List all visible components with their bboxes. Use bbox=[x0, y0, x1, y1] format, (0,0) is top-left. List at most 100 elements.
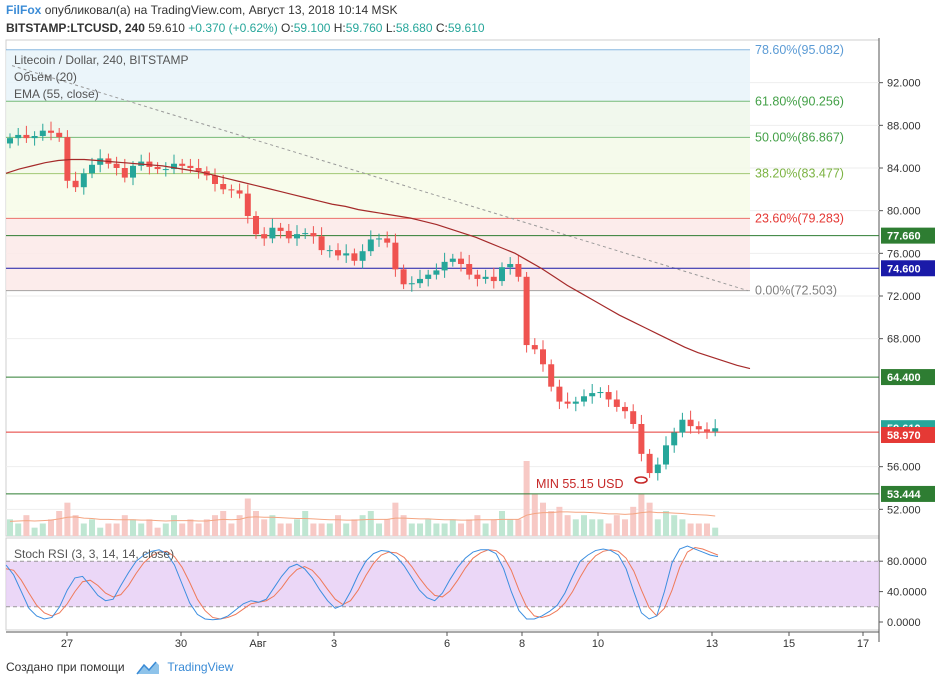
level-tag bbox=[881, 260, 935, 277]
candle-body bbox=[236, 190, 243, 194]
volume-bar bbox=[482, 523, 489, 536]
min-annotation: MIN 55.15 USD bbox=[536, 477, 624, 491]
tradingview-link[interactable]: TradingView bbox=[167, 660, 234, 675]
candle-body bbox=[48, 130, 54, 133]
price-scale: 92.000 88.000 84.000 80.000 76.000 72.000 68.0… bbox=[879, 78, 935, 516]
fib-label: 23.60%(79.283) bbox=[755, 211, 844, 225]
candle-body bbox=[23, 134, 30, 139]
candle-body bbox=[458, 258, 464, 264]
volume-bar bbox=[605, 523, 612, 536]
level-tag bbox=[881, 485, 935, 502]
candle-body bbox=[220, 184, 227, 190]
author-name[interactable]: FilFox bbox=[6, 3, 42, 17]
candle-body bbox=[646, 453, 653, 474]
ohlc-bar: BITSTAMP:LTCUSD, 240 59.610 +0.370 (+0.6… bbox=[6, 21, 485, 35]
stoch-band bbox=[6, 561, 879, 607]
volume-bar bbox=[285, 523, 292, 536]
volume-bar bbox=[162, 523, 169, 536]
volume-bar bbox=[712, 527, 719, 536]
candle-body bbox=[359, 251, 366, 261]
volume-bar bbox=[359, 515, 366, 536]
candle-body bbox=[425, 274, 432, 279]
volume-bar bbox=[146, 519, 153, 536]
volume-bar bbox=[326, 523, 333, 536]
candle-body bbox=[351, 253, 358, 261]
x-tick-label: 30 bbox=[175, 638, 187, 650]
candle-body bbox=[695, 426, 702, 430]
candle-body bbox=[343, 253, 350, 256]
fib-zone bbox=[6, 173, 750, 219]
candle-body bbox=[56, 132, 63, 138]
volume-bar bbox=[130, 519, 136, 536]
price-chart[interactable]: 78.60%(95.082) 61.80%(90.256) 50.00%(86.86… bbox=[0, 38, 939, 658]
volume-bar bbox=[277, 523, 284, 536]
volume-bar bbox=[179, 523, 186, 536]
candle-body bbox=[548, 364, 555, 387]
candle-body bbox=[171, 163, 177, 170]
candle-body bbox=[531, 345, 538, 350]
volume-bar bbox=[384, 519, 391, 536]
stoch-tick-label: 80.0000 bbox=[887, 556, 927, 568]
volume-bar bbox=[638, 494, 645, 536]
legend-volume: Объём (20) bbox=[14, 70, 77, 84]
candle-body bbox=[523, 276, 530, 346]
candle-body bbox=[605, 392, 612, 400]
volume-bar bbox=[572, 519, 579, 536]
volume-bar bbox=[228, 523, 235, 536]
level-tag bbox=[881, 227, 935, 244]
candle-body bbox=[597, 392, 604, 394]
candle-body bbox=[195, 168, 202, 172]
candle-body bbox=[187, 165, 194, 168]
time-axis: 27 30 Авг 3 6 8 10 13 15 17 bbox=[6, 631, 879, 650]
volume-bar bbox=[23, 515, 30, 536]
candle-body bbox=[294, 234, 300, 239]
volume-bar bbox=[72, 515, 79, 536]
volume-bar bbox=[654, 519, 661, 536]
tradingview-logo-icon[interactable] bbox=[136, 660, 160, 676]
candle-body bbox=[499, 267, 505, 282]
volume-bar bbox=[294, 519, 300, 536]
volume-bar bbox=[15, 523, 22, 536]
volume-bar bbox=[449, 519, 456, 536]
x-tick-label: 15 bbox=[783, 638, 795, 650]
volume-bar bbox=[138, 523, 145, 536]
volume-bar bbox=[581, 515, 587, 536]
candle-body bbox=[318, 236, 325, 251]
candle-body bbox=[449, 258, 456, 262]
y-tick-label: 56.000 bbox=[887, 462, 921, 474]
candle-body bbox=[564, 401, 571, 404]
candle-body bbox=[212, 175, 218, 184]
legend-title: Litecoin / Dollar, 240, BITSTAMP bbox=[14, 53, 189, 67]
overlay-lines bbox=[5, 158, 751, 370]
stoch-rsi-pane: 80.0000 40.0000 0.0000 bbox=[5, 545, 927, 629]
volume-bar bbox=[318, 523, 325, 536]
x-tick-label: 27 bbox=[61, 638, 73, 650]
volume-bar bbox=[646, 502, 653, 536]
candle-body bbox=[704, 429, 710, 432]
candle-body bbox=[663, 445, 669, 465]
trend-line bbox=[11, 65, 749, 292]
fibonacci-fills: 78.60%(95.082) 61.80%(90.256) 50.00%(86.86… bbox=[6, 43, 844, 298]
candle-body bbox=[113, 163, 120, 168]
volume-bar bbox=[113, 523, 120, 536]
volume-bar bbox=[335, 515, 341, 536]
volume-bar bbox=[663, 511, 669, 536]
volume-bar bbox=[408, 523, 415, 536]
volume-bar bbox=[523, 461, 530, 536]
volume-bar bbox=[474, 515, 481, 536]
x-tick-label: 8 bbox=[519, 638, 525, 650]
high-label: H: bbox=[333, 21, 346, 35]
candle-body bbox=[408, 283, 415, 285]
price-change: +0.370 (+0.62%) bbox=[188, 21, 278, 35]
volume-bar bbox=[392, 502, 399, 536]
volume-bar bbox=[31, 527, 38, 536]
candle-body bbox=[392, 242, 399, 270]
publish-info: FilFox опубликовал(а) на TradingView.com… bbox=[6, 3, 398, 17]
candle-body bbox=[15, 134, 22, 139]
volume-bar bbox=[187, 519, 194, 536]
candle-body bbox=[433, 270, 440, 275]
volume-bar bbox=[704, 523, 710, 536]
volume-bar bbox=[154, 527, 161, 536]
candle-body bbox=[64, 137, 71, 181]
candle-body bbox=[302, 233, 309, 235]
